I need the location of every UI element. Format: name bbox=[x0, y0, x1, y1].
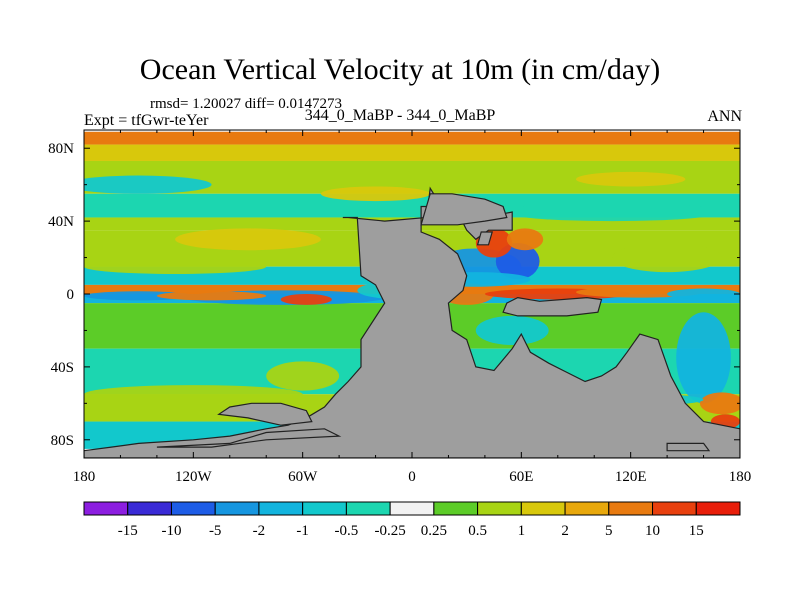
x-tick-label: 0 bbox=[408, 469, 416, 485]
colorbar-swatch bbox=[477, 501, 522, 516]
colorbar-label: 5 bbox=[605, 523, 613, 539]
colorbar-label: -10 bbox=[161, 523, 181, 539]
velocity-anomaly bbox=[156, 291, 267, 301]
velocity-anomaly bbox=[699, 392, 740, 415]
colorbar-label: 1 bbox=[518, 523, 526, 539]
velocity-anomaly bbox=[676, 312, 731, 404]
x-tick-label: 60E bbox=[509, 469, 533, 485]
colorbar-label: 15 bbox=[689, 523, 704, 539]
velocity-anomaly bbox=[175, 228, 321, 251]
velocity-anomaly bbox=[266, 361, 340, 391]
x-tick-label: 120W bbox=[175, 469, 213, 485]
colorbar-swatch bbox=[695, 501, 741, 516]
colorbar-swatch bbox=[127, 501, 172, 516]
land-mass bbox=[666, 442, 711, 452]
colorbar-swatch bbox=[652, 501, 697, 516]
x-tick-label: 120E bbox=[615, 469, 647, 485]
land-mass bbox=[420, 193, 508, 226]
colorbar-swatch bbox=[214, 501, 260, 516]
y-tick-label: 40N bbox=[48, 214, 74, 230]
stats-line: rmsd= 1.20027 diff= 0.0147273 bbox=[150, 96, 343, 112]
x-tick-label: 180 bbox=[73, 469, 96, 485]
colorbar-label: 10 bbox=[645, 523, 660, 539]
colorbar-label: -2 bbox=[253, 523, 266, 539]
velocity-anomaly bbox=[102, 355, 212, 378]
velocity-anomaly bbox=[84, 385, 303, 404]
colorbar-label: -1 bbox=[296, 523, 309, 539]
zonal-band bbox=[84, 144, 740, 161]
velocity-anomaly bbox=[576, 171, 686, 187]
colorbar-label: -15 bbox=[118, 523, 138, 539]
velocity-anomaly bbox=[475, 315, 549, 346]
x-tick-label: 60W bbox=[288, 469, 318, 485]
colorbar-swatch bbox=[608, 501, 654, 516]
map-plot-area bbox=[84, 130, 740, 458]
colorbar-swatch bbox=[389, 501, 435, 516]
figure-title: Ocean Vertical Velocity at 10m (in cm/da… bbox=[139, 53, 661, 86]
velocity-anomaly bbox=[280, 294, 332, 305]
colorbar-swatch bbox=[302, 501, 347, 516]
velocity-anomaly bbox=[506, 228, 544, 251]
colorbar-label: 0.25 bbox=[421, 523, 447, 539]
y-tick-label: 40S bbox=[51, 360, 74, 376]
land-mass bbox=[156, 428, 342, 448]
y-tick-label: 0 bbox=[67, 287, 75, 303]
colorbar-swatch bbox=[345, 501, 391, 516]
colorbar-swatch bbox=[564, 501, 610, 516]
colorbar-swatch bbox=[170, 501, 216, 516]
land-mass bbox=[217, 402, 313, 426]
land-mass bbox=[502, 296, 603, 317]
y-tick-label: 80N bbox=[48, 141, 74, 157]
velocity-anomaly bbox=[84, 259, 267, 274]
experiment-label: Expt = tfGwr-teYer bbox=[84, 112, 209, 129]
colorbar-swatch bbox=[83, 501, 129, 516]
colorbar-swatch bbox=[258, 501, 304, 516]
colorbar: -15 -10 -5 -2 -1 -0.5 -0.25 0.25 0.5 1 2 5 10 15 bbox=[83, 501, 741, 539]
period-label: ANN bbox=[707, 108, 742, 125]
zonal-band bbox=[84, 131, 740, 145]
colorbar-label: 2 bbox=[561, 523, 569, 539]
colorbar-swatch bbox=[433, 501, 479, 516]
comparison-label: 344_0_MaBP - 344_0_MaBP bbox=[304, 107, 496, 124]
velocity-anomaly bbox=[320, 186, 431, 202]
x-tick-label: 180 bbox=[729, 469, 752, 485]
colorbar-label: 0.5 bbox=[468, 523, 487, 539]
colorbar-label: -0.25 bbox=[375, 523, 406, 539]
velocity-anomaly bbox=[612, 242, 722, 273]
colorbar-label: -5 bbox=[209, 523, 222, 539]
colorbar-swatch bbox=[520, 501, 566, 516]
velocity-anomaly bbox=[667, 288, 740, 300]
y-tick-label: 80S bbox=[51, 433, 74, 449]
colorbar-label: -0.5 bbox=[335, 523, 359, 539]
map-axes: 180 120W 60W 0 60E 120E 180 80N 40N 0 40S 80S bbox=[48, 130, 751, 485]
land-mass bbox=[476, 231, 493, 246]
velocity-anomaly bbox=[84, 175, 212, 194]
velocity-anomaly bbox=[503, 202, 722, 222]
